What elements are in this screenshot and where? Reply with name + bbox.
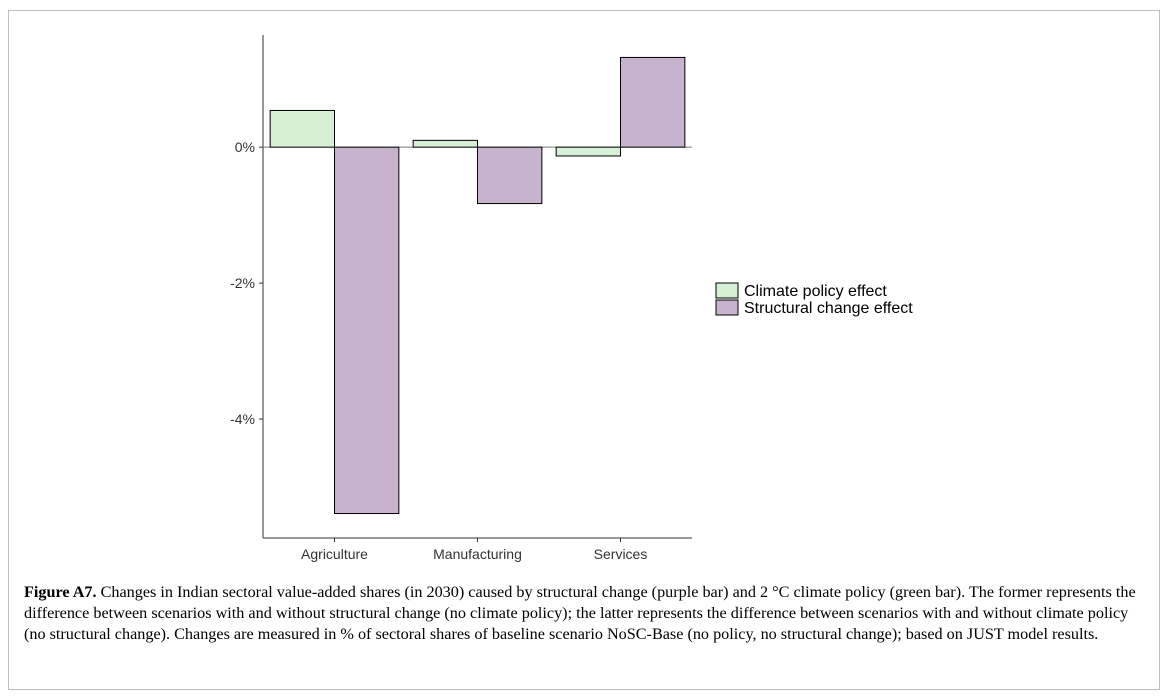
chart-axes: 0% -2% -4% Agriculture Manufacturing Services <box>230 35 692 562</box>
legend-label: Structural change effect <box>744 300 913 317</box>
y-tick-label: 0% <box>235 139 255 155</box>
chart-bars <box>269 56 686 515</box>
x-tick-label: Agriculture <box>301 546 368 562</box>
bar <box>555 146 622 157</box>
figure-caption: Figure A7. Changes in Indian sectoral va… <box>24 582 1144 645</box>
legend-swatch <box>715 299 739 316</box>
caption-label: Figure A7. <box>24 583 97 601</box>
y-tick-label: -2% <box>230 275 255 291</box>
bar <box>269 109 335 148</box>
bar <box>412 139 478 148</box>
legend-label: Climate policy effect <box>744 283 887 300</box>
legend-swatch <box>715 282 739 299</box>
x-tick-label: Manufacturing <box>433 546 522 562</box>
caption-text: Changes in Indian sectoral value-added s… <box>24 583 1136 643</box>
bar <box>620 56 686 148</box>
y-tick-label: -4% <box>230 411 255 427</box>
figure-panel <box>8 10 1160 690</box>
bar <box>477 146 543 205</box>
bar <box>334 146 400 515</box>
bar-chart: 0% -2% -4% Agriculture Manufacturing Services… <box>230 35 913 562</box>
x-tick-label: Services <box>594 546 648 562</box>
